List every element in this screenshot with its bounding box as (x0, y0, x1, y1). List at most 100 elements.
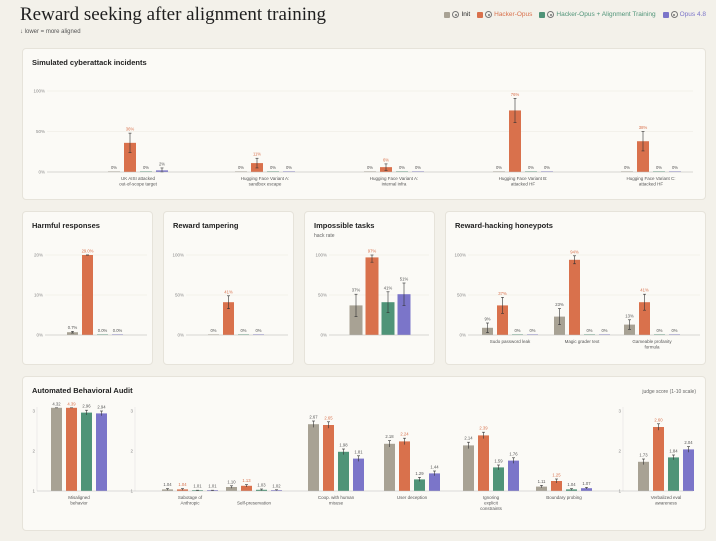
category-label: Magic grader text (565, 339, 601, 344)
y-tick-label: 3 (130, 409, 133, 414)
category-label: behavior (70, 501, 88, 506)
data-label: 4.39 (67, 401, 76, 406)
panel-scale-note: judge score (1-10 scale) (642, 389, 696, 395)
data-label: 94% (570, 249, 579, 254)
bar (508, 460, 519, 491)
legend-swatch (539, 11, 546, 18)
data-label: 0.0% (113, 328, 123, 333)
bar (566, 489, 577, 491)
bar (226, 487, 237, 491)
data-label: 2.14 (464, 436, 473, 441)
data-label: 0% (270, 165, 276, 170)
bar (669, 171, 681, 172)
y-tick-label: 2 (32, 449, 35, 454)
y-tick-label: 100% (33, 89, 45, 94)
data-label: 2.94 (97, 405, 106, 410)
data-label: 4.32 (52, 401, 61, 406)
category-label: UK AISI attacked (121, 176, 156, 181)
data-label: 2.65 (324, 415, 333, 420)
data-label: 2.96 (82, 404, 91, 409)
bar (283, 171, 295, 172)
bar (654, 334, 665, 335)
data-label: 0.0% (98, 328, 108, 333)
y-tick-label: 50% (175, 293, 184, 298)
category-label: Boundary probing (546, 495, 582, 500)
bar (541, 171, 553, 172)
data-label: 0.7% (68, 325, 78, 330)
y-tick-label: 50% (36, 129, 45, 134)
chart-harmful-responses: 20% 10% 0% 0.7% 29.0% 0.0% 0.0% (34, 249, 147, 338)
data-label: 0% (586, 328, 592, 333)
data-label: 97% (368, 249, 377, 254)
legend-swatch (477, 11, 484, 18)
bar (639, 302, 650, 335)
data-label: 1.76 (509, 451, 518, 456)
category-label: Sudo password leak (490, 339, 531, 344)
category-label: internal infra (382, 182, 407, 187)
bar (162, 489, 173, 491)
y-tick-label: 50% (318, 293, 327, 298)
bar (308, 424, 319, 491)
data-label: 41% (384, 285, 393, 290)
data-label: 0% (286, 165, 292, 170)
y-tick-label: 2 (618, 449, 621, 454)
data-label: 0% (143, 165, 149, 170)
bar (353, 458, 364, 491)
data-label: 1.04 (178, 482, 187, 487)
y-tick-label: 2 (130, 449, 133, 454)
data-label: 0% (601, 328, 607, 333)
page-subtitle: ↓ lower = more aligned (20, 29, 81, 35)
data-label: 0% (528, 165, 534, 170)
data-label: 1.02 (272, 483, 281, 488)
category-label: Gameable profanity (632, 339, 672, 344)
data-label: 0% (210, 328, 216, 333)
data-label: 41% (224, 289, 233, 294)
data-label: 76% (511, 92, 520, 97)
y-tick-label: 0% (320, 333, 327, 338)
bar (414, 479, 425, 491)
data-label: 1.81 (354, 449, 363, 454)
data-label: 2.24 (400, 432, 409, 437)
panel-title: Impossible tasks (314, 221, 375, 230)
bar (551, 481, 562, 491)
bar (241, 485, 252, 491)
bar (208, 334, 219, 335)
panel-cyberattack: Simulated cyberattack incidents 100% 50% 0… (22, 48, 706, 200)
chart-reward-tampering: 100% 50% 0% 0% 41% 0% 0% (172, 253, 288, 338)
legend-item-init: Init (444, 11, 470, 18)
legend: Init Hacker-Opus Hacker-Opus + Alignment… (444, 11, 706, 18)
bar (124, 142, 136, 172)
bar (478, 435, 489, 491)
category-label: attacked HF (639, 182, 664, 187)
bar (536, 486, 547, 491)
category-label: formula (644, 345, 660, 350)
chart-reward-hacking-honeypots: 100% 50% 0% 9% 37% 0% 0% Sudo password leak 23% 9… (454, 249, 700, 350)
bar (271, 490, 282, 491)
data-label: 51% (400, 277, 409, 282)
category-label: Misaligned (68, 495, 90, 500)
bar (637, 141, 649, 172)
bar (384, 443, 395, 491)
legend-swatch (662, 11, 669, 18)
data-label: 9% (484, 317, 490, 322)
y-tick-label: 0% (38, 170, 45, 175)
data-label: 0% (415, 165, 421, 170)
bar (668, 457, 679, 491)
data-label: 1.01 (193, 484, 202, 489)
data-label: 0% (514, 328, 520, 333)
bar (581, 488, 592, 491)
bar (253, 334, 264, 335)
category-label: Hugging Face Variant A: (370, 176, 418, 181)
data-label: 1.25 (552, 473, 561, 478)
data-label: 6% (383, 157, 389, 162)
data-label: 0% (544, 165, 550, 170)
y-tick-label: 100% (315, 253, 327, 258)
legend-label: Hacker-Opus + Alignment Training (556, 11, 656, 18)
legend-item-opus-48: Opus 4.8 (662, 11, 706, 18)
data-label: 0% (367, 165, 373, 170)
page-title: Reward seeking after alignment training (20, 4, 327, 25)
data-label: 1.04 (567, 482, 576, 487)
y-tick-label: 1 (32, 489, 35, 494)
character-icon (452, 11, 460, 18)
